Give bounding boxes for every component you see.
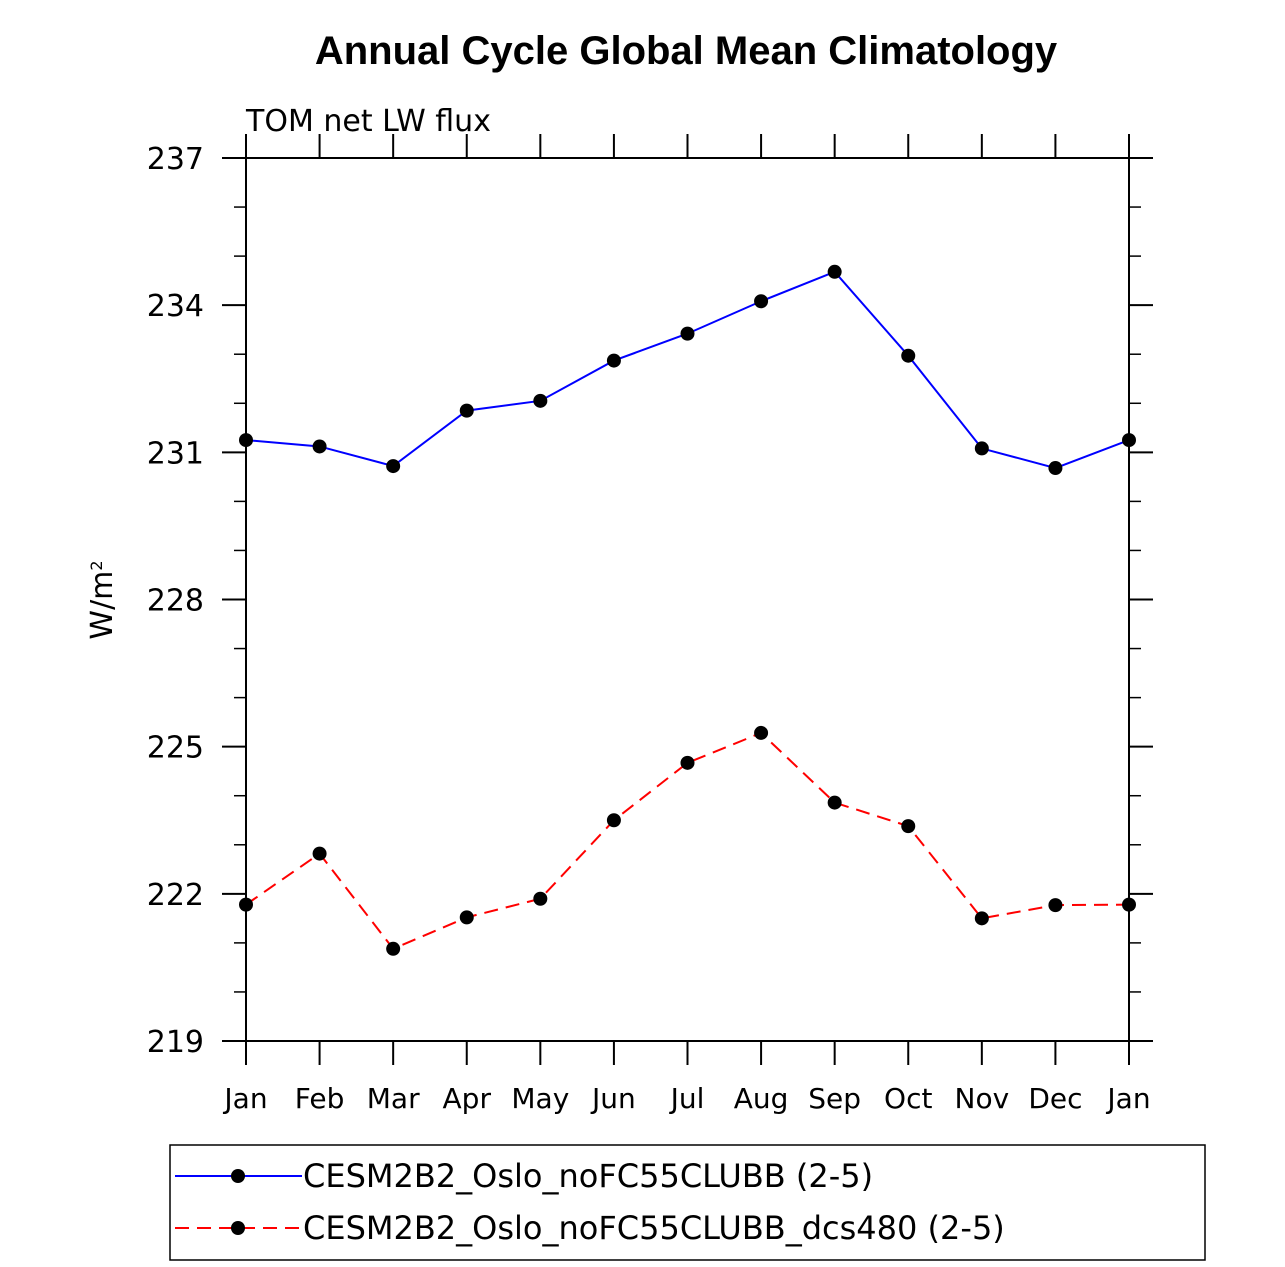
legend-marker-1 <box>231 1169 245 1183</box>
chart-subtitle: TOM net LW flux <box>245 104 491 139</box>
y-axis-label-text: W/m <box>85 571 120 640</box>
axes: 219 222 225 228 231 234 237 Jan Feb Mar Apr May Jun J… <box>147 134 1153 1115</box>
x-tick-label: Oct <box>884 1082 932 1115</box>
data-point <box>754 725 769 740</box>
data-point <box>827 795 842 810</box>
x-tick-label: Jan <box>1105 1082 1150 1115</box>
x-tick-label: Feb <box>295 1082 345 1115</box>
series-line-1 <box>245 270 1130 470</box>
y-axis-label: W/m2 <box>85 560 120 639</box>
legend-box <box>169 1144 1206 1261</box>
data-point <box>901 348 916 363</box>
y-tick-label: 219 <box>147 1025 204 1060</box>
data-point <box>606 353 621 368</box>
plot-frame <box>245 157 1130 1042</box>
data-point <box>1122 433 1136 448</box>
data-point <box>386 941 401 956</box>
x-tick-label: May <box>511 1082 569 1115</box>
chart-title: Annual Cycle Global Mean Climatology <box>315 29 1058 73</box>
legend-label-1: CESM2B2_Oslo_noFC55CLUBB (2-5) <box>303 1157 873 1195</box>
x-tick-label: Mar <box>367 1082 420 1115</box>
data-point <box>312 439 327 454</box>
y-tick-label: 225 <box>147 731 204 766</box>
y-axis-label-superscript: 2 <box>87 560 106 570</box>
data-point <box>974 911 989 926</box>
x-tick-label: Sep <box>808 1082 861 1115</box>
data-point <box>386 459 401 474</box>
data-point <box>754 294 769 309</box>
y-tick-label: 237 <box>147 142 204 177</box>
data-point <box>974 441 989 456</box>
data-point <box>312 846 327 861</box>
y-tick-label: 234 <box>147 289 204 324</box>
series-layer <box>239 264 1136 956</box>
data-point <box>680 755 695 770</box>
svg-text:W/m2: W/m2 <box>85 560 120 639</box>
data-point <box>1048 461 1063 476</box>
x-tick-label: Nov <box>955 1082 1010 1115</box>
data-point <box>1122 897 1136 912</box>
data-point <box>459 403 474 418</box>
x-tick-label: Dec <box>1028 1082 1082 1115</box>
data-point <box>533 891 548 906</box>
x-tick-label: Jun <box>590 1082 636 1115</box>
data-point <box>239 433 253 448</box>
data-point <box>827 264 842 279</box>
legend-item-2: CESM2B2_Oslo_noFC55CLUBB_dcs480 (2-5) <box>175 1209 1005 1247</box>
legend-marker-2 <box>231 1221 245 1235</box>
data-point <box>901 819 916 834</box>
x-tick-label: Aug <box>734 1082 789 1115</box>
x-tick-label: Jan <box>222 1082 267 1115</box>
data-point <box>680 326 695 341</box>
x-tick-label: Apr <box>443 1082 492 1115</box>
data-point <box>533 393 548 408</box>
data-point <box>1048 898 1063 913</box>
y-tick-label: 231 <box>147 436 204 471</box>
legend-label-2: CESM2B2_Oslo_noFC55CLUBB_dcs480 (2-5) <box>303 1209 1005 1247</box>
data-point <box>459 910 474 925</box>
data-point <box>239 897 253 912</box>
legend-item-1: CESM2B2_Oslo_noFC55CLUBB (2-5) <box>175 1157 873 1195</box>
y-tick-label: 228 <box>147 584 204 619</box>
data-point <box>606 813 621 828</box>
x-tick-label: Jul <box>669 1082 705 1115</box>
y-tick-label: 222 <box>147 878 204 913</box>
